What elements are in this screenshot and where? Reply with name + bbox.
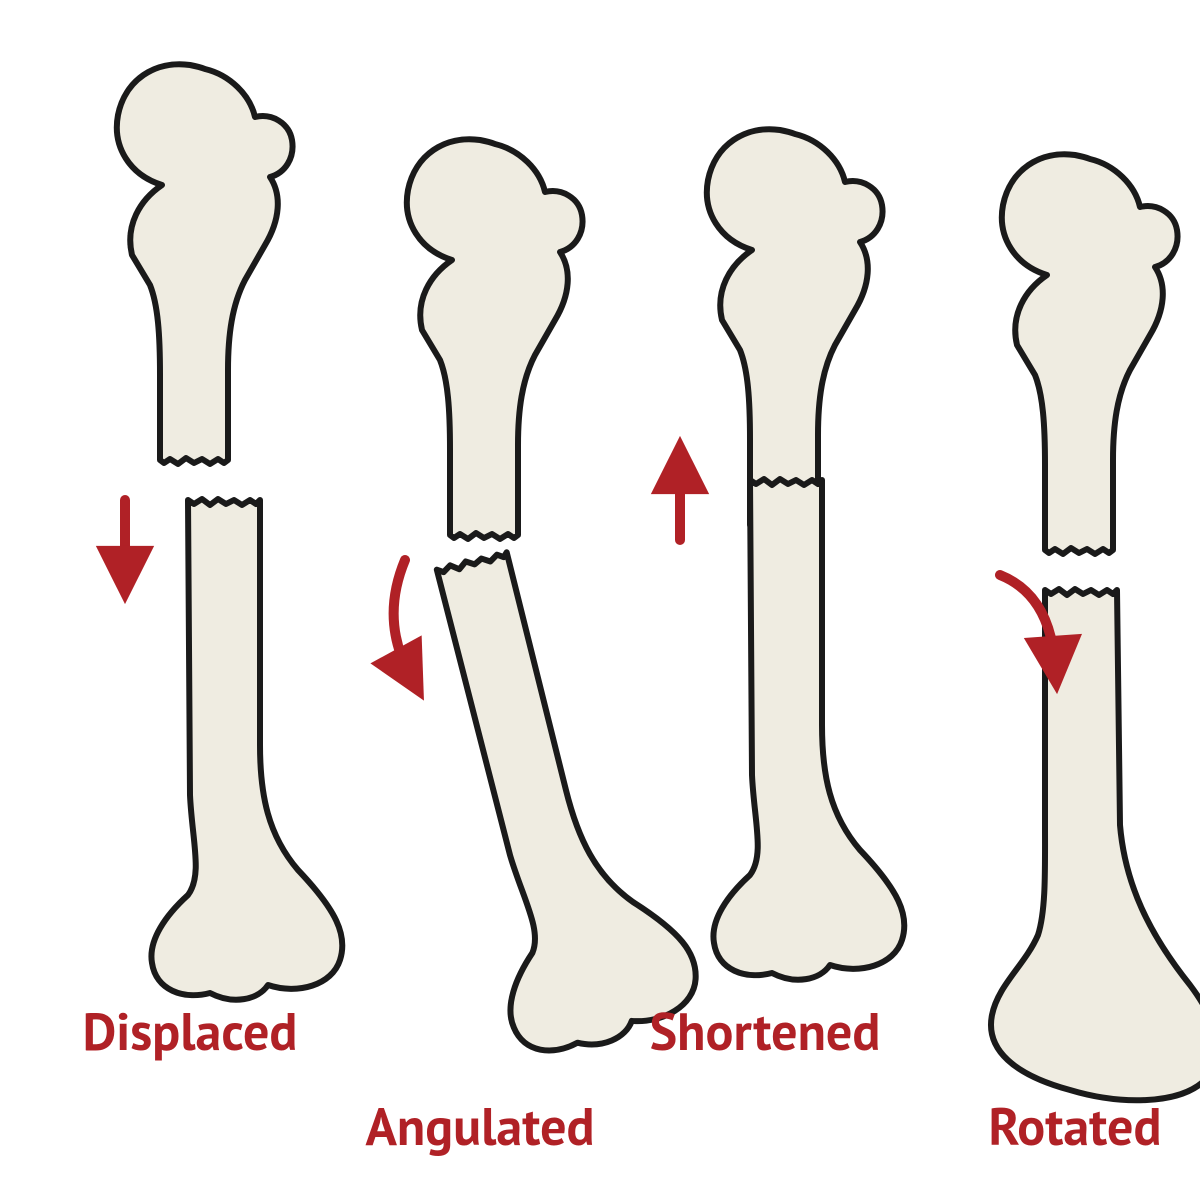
shortened-distal [713, 479, 904, 980]
angulated-distal [401, 531, 707, 1063]
angulated-label: Angulated [365, 1093, 594, 1160]
displaced-distal [151, 499, 342, 1000]
displaced-label: Displaced [83, 998, 298, 1065]
shortened-label: Shortened [650, 998, 881, 1065]
rotated-distal [991, 589, 1200, 1100]
rotated-label: Rotated [988, 1093, 1161, 1160]
displaced-proximal [117, 64, 293, 464]
angulated-proximal [407, 139, 583, 539]
shortened-proximal [707, 129, 883, 529]
rotated-proximal [1002, 154, 1178, 554]
angulated-arrow [394, 560, 410, 675]
